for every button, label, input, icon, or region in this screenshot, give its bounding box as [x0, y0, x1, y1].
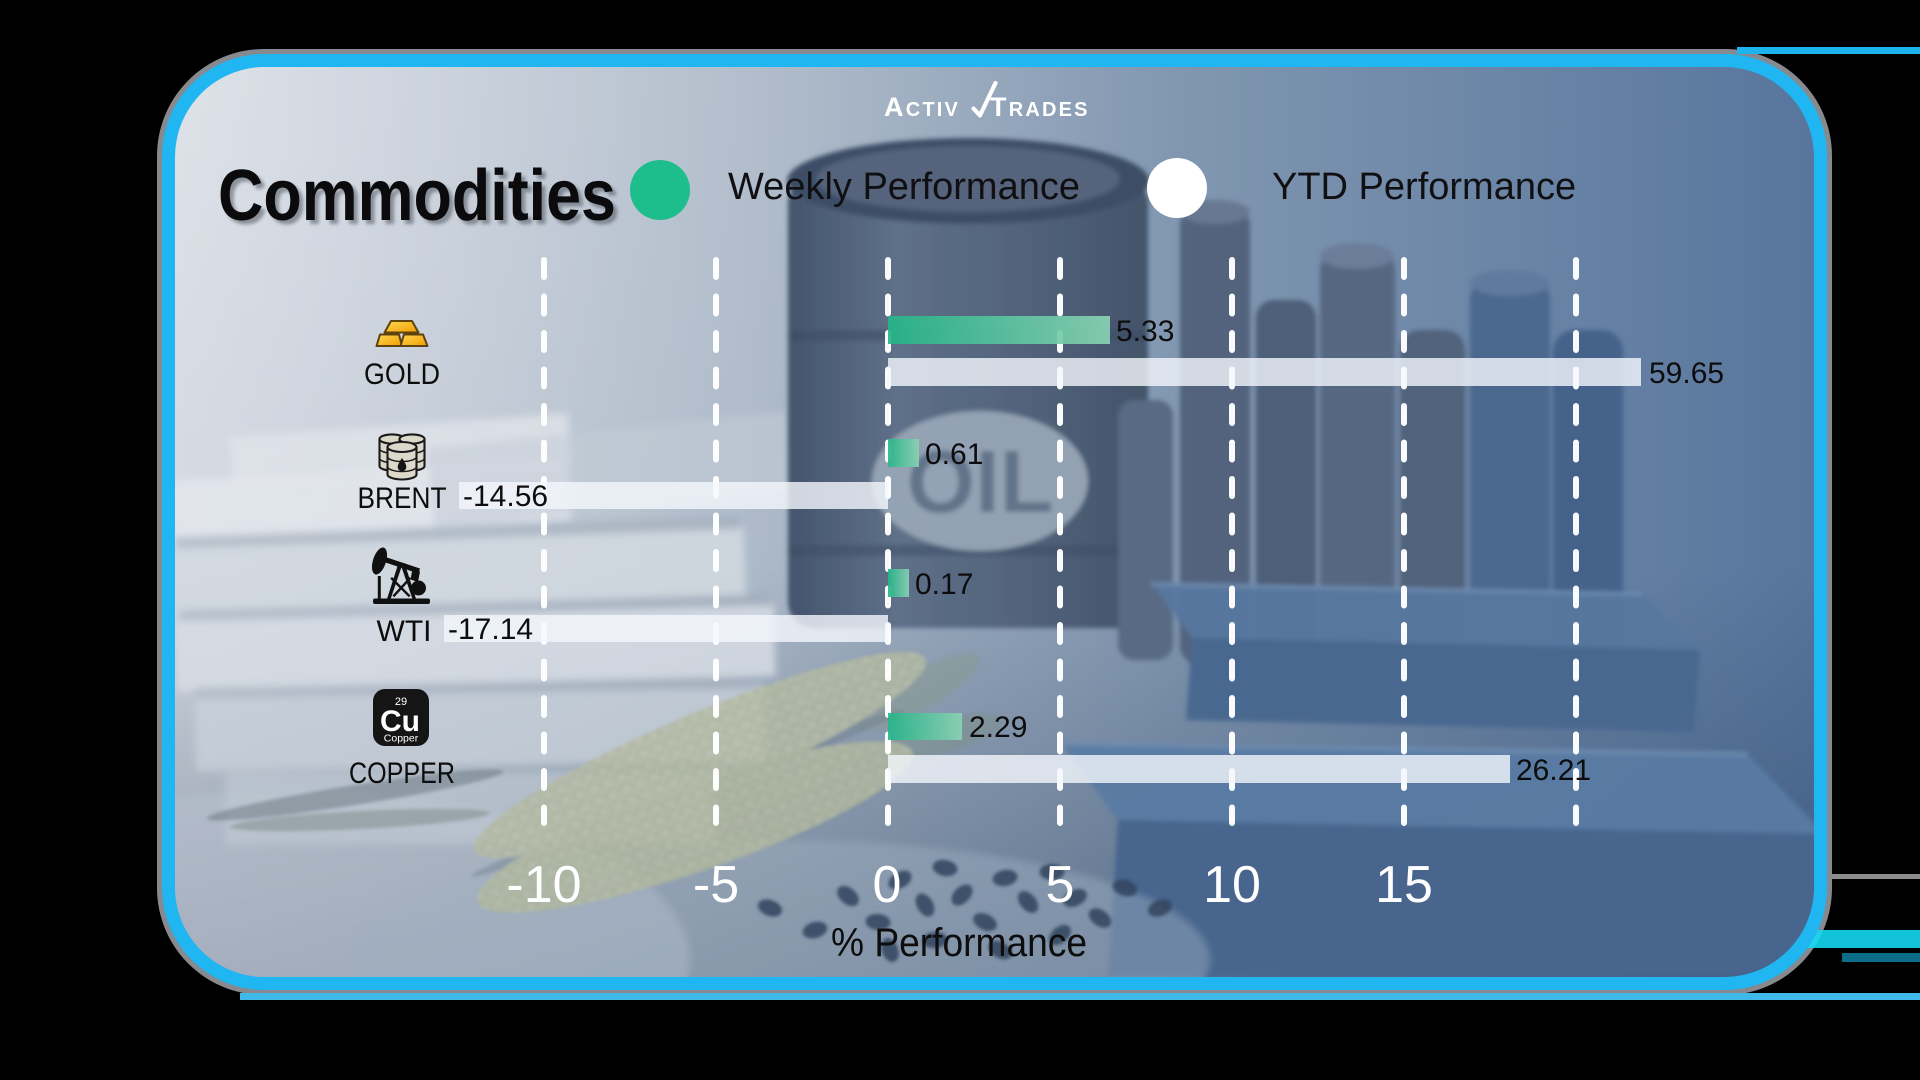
svg-text:-5: -5 — [693, 856, 739, 914]
svg-text:-10: -10 — [506, 856, 581, 914]
svg-text:29: 29 — [395, 696, 407, 708]
svg-text:BRENT: BRENT — [358, 482, 447, 515]
svg-text:Commodities: Commodities — [222, 160, 620, 240]
svg-text:-17.14: -17.14 — [448, 613, 533, 646]
svg-text:0: 0 — [873, 856, 902, 914]
svg-text:Weekly Performance: Weekly Performance — [728, 166, 1080, 208]
svg-text:5.33: 5.33 — [1116, 315, 1174, 348]
svg-text:TRADES: TRADES — [990, 92, 1090, 122]
svg-text:-14.56: -14.56 — [463, 480, 548, 513]
svg-text:GOLD: GOLD — [364, 358, 440, 391]
svg-text:% Performance: % Performance — [831, 921, 1087, 965]
svg-text:15: 15 — [1375, 856, 1433, 914]
svg-text:WTI: WTI — [377, 615, 432, 648]
svg-text:OIL: OIL — [907, 432, 1054, 531]
svg-text:Commodities: Commodities — [218, 156, 616, 236]
svg-text:0.17: 0.17 — [915, 568, 973, 601]
svg-text:5: 5 — [1046, 856, 1075, 914]
svg-text:59.65: 59.65 — [1649, 357, 1724, 390]
svg-text:Cu: Cu — [380, 705, 420, 738]
svg-text:0.61: 0.61 — [925, 438, 983, 471]
svg-text:YTD Performance: YTD Performance — [1272, 166, 1576, 208]
svg-text:26.21: 26.21 — [1516, 754, 1591, 787]
svg-text:10: 10 — [1203, 856, 1261, 914]
svg-text:2.29: 2.29 — [969, 711, 1027, 744]
svg-text:Copper: Copper — [384, 733, 419, 745]
svg-text:COPPER: COPPER — [349, 757, 455, 790]
